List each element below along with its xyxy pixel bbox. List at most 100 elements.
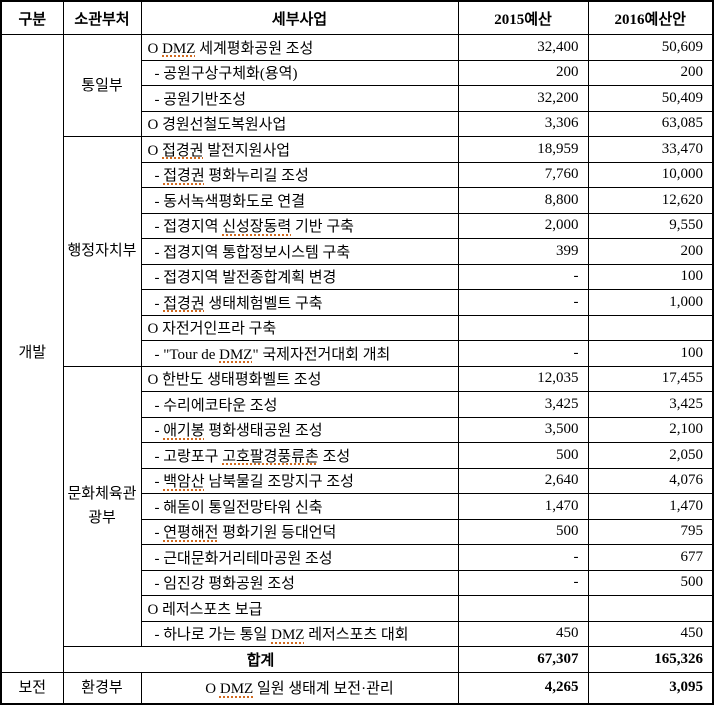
project-cell: - 동서녹색평화도로 연결 <box>140 187 459 214</box>
project-cell: - 고랑포구 고호팔경풍류촌 조성 <box>140 442 459 469</box>
budget-2015-cell: 450 <box>457 620 589 647</box>
budget-2016-cell: 3,425 <box>587 391 714 418</box>
budget-2016-cell: 100 <box>587 340 714 367</box>
project-cell: - 연평해전 평화기원 등대언덕 <box>140 518 459 545</box>
budget-2015-cell: 2,640 <box>457 467 589 494</box>
table-row: 보전 환경부 O DMZ 일원 생태계 보전·관리 4,265 3,095 <box>0 671 714 705</box>
col-header-budget-2016: 2016예산안 <box>587 0 714 35</box>
table-row: - 접경권 생태체험벨트 구축 -1,000 <box>1 289 714 316</box>
budget-2016-cell: 3,095 <box>587 671 714 705</box>
budget-2015-cell <box>457 314 589 341</box>
misspelled-word: DMZ <box>162 40 196 57</box>
budget-2016-cell: 1,000 <box>587 289 714 316</box>
table-row: 행정자치부 O 접경권 발전지원사업 18,959 33,470 <box>1 136 714 367</box>
budget-2016-cell: 165,326 <box>587 646 714 673</box>
project-cell: - 공원구상구체화(용역) <box>140 59 459 86</box>
col-header-ministry: 소관부처 <box>62 0 142 35</box>
misspelled-word: 접경권 <box>163 168 205 185</box>
budget-2016-cell: 100 <box>587 263 714 290</box>
budget-2015-cell: 12,035 <box>457 365 589 392</box>
misspelled-word: 고호팔경풍류촌 <box>222 448 319 465</box>
col-header-category: 구분 <box>0 0 64 35</box>
budget-2015-cell: 4,265 <box>457 671 589 705</box>
misspelled-word: DMZ <box>271 627 305 644</box>
budget-2015-cell: 18,959 <box>457 136 589 163</box>
project-cell: - 접경권 평화누리길 조성 <box>140 161 459 188</box>
budget-2016-cell: 200 <box>587 59 714 86</box>
budget-2016-cell: 2,100 <box>587 416 714 443</box>
misspelled-word: 연평해전 <box>163 525 219 542</box>
misspelled-word: 접경권 <box>162 142 204 159</box>
budget-2016-cell: 9,550 <box>587 212 714 239</box>
budget-2015-cell: - <box>457 569 589 596</box>
misspelled-word: 백암산 <box>163 474 205 491</box>
budget-2016-cell: 1,470 <box>587 493 714 520</box>
project-cell: - 해돋이 통일전망타워 신축 <box>140 493 459 520</box>
budget-2015-cell: 67,307 <box>457 646 589 673</box>
budget-2016-cell: 450 <box>587 620 714 647</box>
budget-2015-cell: 8,800 <box>457 187 589 214</box>
budget-2016-cell <box>587 314 714 341</box>
project-cell: - 애기봉 평화생태공원 조성 <box>140 416 459 443</box>
table-row: - 접경지역 통합정보시스템 구축 399 200 <box>1 238 714 265</box>
ministry-cell: 행정자치부 <box>62 136 142 367</box>
budget-2015-cell <box>457 595 589 622</box>
table-row: O 경원선철도복원사업 3,306 63,085 <box>1 110 714 137</box>
project-cell: O 한반도 생태평화벨트 조성 <box>140 365 459 392</box>
project-cell: - 수리에코타운 조성 <box>140 391 459 418</box>
budget-2016-cell: 2,050 <box>587 442 714 469</box>
project-cell: - 접경권 생태체험벨트 구축 <box>140 289 459 316</box>
budget-2015-cell: - <box>457 263 589 290</box>
budget-2016-cell: 500 <box>587 569 714 596</box>
budget-2016-cell: 4,076 <box>587 467 714 494</box>
project-cell: O 레저스포츠 보급 <box>140 595 459 622</box>
budget-2015-cell: - <box>457 340 589 367</box>
misspelled-word: 신성장동력 <box>222 219 292 236</box>
table-row: O 자전거인프라 구축 <box>1 314 714 341</box>
table-row: - 접경권 평화누리길 조성 7,760 10,000 <box>1 161 714 188</box>
budget-2016-cell: 33,470 <box>587 136 714 163</box>
ministry-cell: 문화체육관광부 <box>62 365 142 647</box>
table-row: - 백암산 남북물길 조망지구 조성 2,640 4,076 <box>1 467 714 494</box>
table-row: - 연평해전 평화기원 등대언덕 500 795 <box>1 518 714 545</box>
table-row: - 하나로 가는 통일 DMZ 레저스포츠 대회 450 450 <box>1 620 714 647</box>
project-cell: - 접경지역 발전종합계획 변경 <box>140 263 459 290</box>
budget-2015-cell: 200 <box>457 59 589 86</box>
project-cell: - 접경지역 통합정보시스템 구축 <box>140 238 459 265</box>
total-label-cell: 합계 <box>62 646 459 673</box>
project-cell: - 하나로 가는 통일 DMZ 레저스포츠 대회 <box>140 620 459 647</box>
misspelled-word: 애기봉 <box>163 423 205 440</box>
misspelled-word: DMZ <box>219 346 253 363</box>
budget-2015-cell: 32,200 <box>457 85 589 112</box>
project-cell: O DMZ 세계평화공원 조성 <box>140 34 459 61</box>
budget-2016-cell: 17,455 <box>587 365 714 392</box>
budget-2015-cell: 399 <box>457 238 589 265</box>
table-row: - 애기봉 평화생태공원 조성 3,500 2,100 <box>1 416 714 443</box>
header-row: 구분 소관부처 세부사업 2015예산 2016예산안 <box>0 0 714 35</box>
project-cell: - 공원기반조성 <box>140 85 459 112</box>
budget-2015-cell: - <box>457 544 589 571</box>
table-row: - 해돋이 통일전망타워 신축 1,470 1,470 <box>1 493 714 520</box>
table-row: - 공원기반조성 32,200 50,409 <box>1 85 714 112</box>
budget-2015-cell: 500 <box>457 442 589 469</box>
project-cell: O DMZ 일원 생태계 보전·관리 <box>140 671 459 705</box>
budget-2015-cell: 3,500 <box>457 416 589 443</box>
budget-2015-cell: 32,400 <box>457 34 589 61</box>
project-cell: O 접경권 발전지원사업 <box>140 136 459 163</box>
budget-2016-cell: 200 <box>587 238 714 265</box>
project-cell: - 근대문화거리테마공원 조성 <box>140 544 459 571</box>
table-row: - 임진강 평화공원 조성 -500 <box>1 569 714 596</box>
budget-2015-cell: 7,760 <box>457 161 589 188</box>
table-header: 구분 소관부처 세부사업 2015예산 2016예산안 <box>0 0 714 35</box>
table-body: 개발 통일부 O DMZ 세계평화공원 조성 32,400 50,609- 공원구상구체… <box>0 34 714 705</box>
ministry-cell: 통일부 <box>62 34 142 137</box>
budget-2016-cell <box>587 595 714 622</box>
budget-2016-cell: 12,620 <box>587 187 714 214</box>
category-cell: 개발 <box>0 34 64 673</box>
project-cell: - 백암산 남북물길 조망지구 조성 <box>140 467 459 494</box>
table-row: - "Tour de DMZ" 국제자전거대회 개최 -100 <box>1 340 714 367</box>
budget-2015-cell: - <box>457 289 589 316</box>
table-row: 합계 67,307 165,326 <box>1 646 714 673</box>
table-row: 문화체육관광부 O 한반도 생태평화벨트 조성 12,035 17,455 <box>1 365 714 647</box>
